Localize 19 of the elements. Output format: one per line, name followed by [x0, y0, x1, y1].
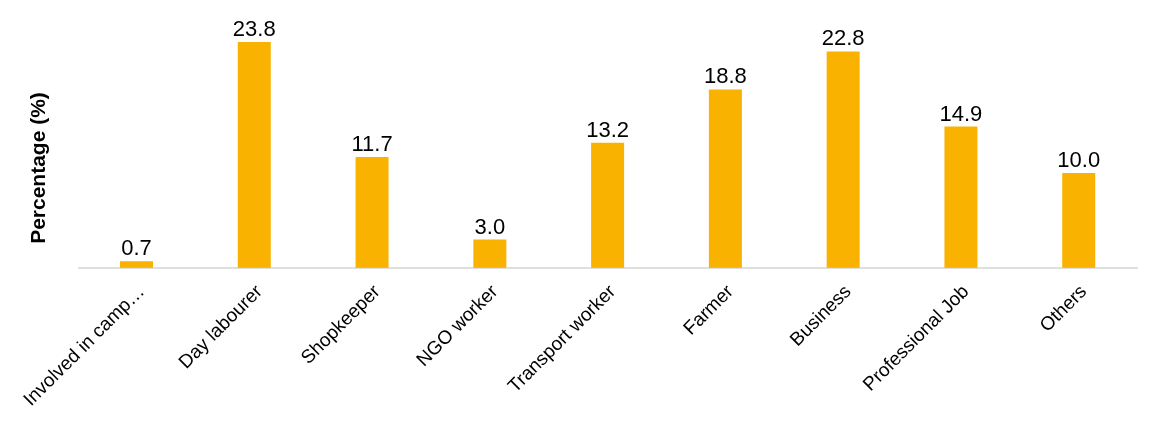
bar: [120, 261, 153, 268]
data-label: 0.7: [121, 235, 152, 261]
data-label: 18.8: [703, 63, 747, 89]
data-label: 10.0: [1057, 147, 1101, 173]
bar: [708, 89, 742, 268]
bar: [591, 142, 625, 268]
bar: [237, 42, 271, 268]
data-label: 14.9: [939, 100, 983, 126]
data-label: 13.2: [586, 116, 630, 142]
data-label: 3.0: [474, 213, 506, 239]
data-label: 11.7: [351, 130, 393, 156]
bar: [944, 126, 978, 268]
bar: [355, 156, 389, 268]
data-label: 23.8: [232, 16, 276, 41]
y-axis-title: Percentage (%): [26, 92, 49, 244]
bar: [1062, 173, 1096, 268]
data-label: 22.8: [821, 25, 865, 51]
bar: [826, 51, 860, 268]
bar: [473, 239, 507, 268]
